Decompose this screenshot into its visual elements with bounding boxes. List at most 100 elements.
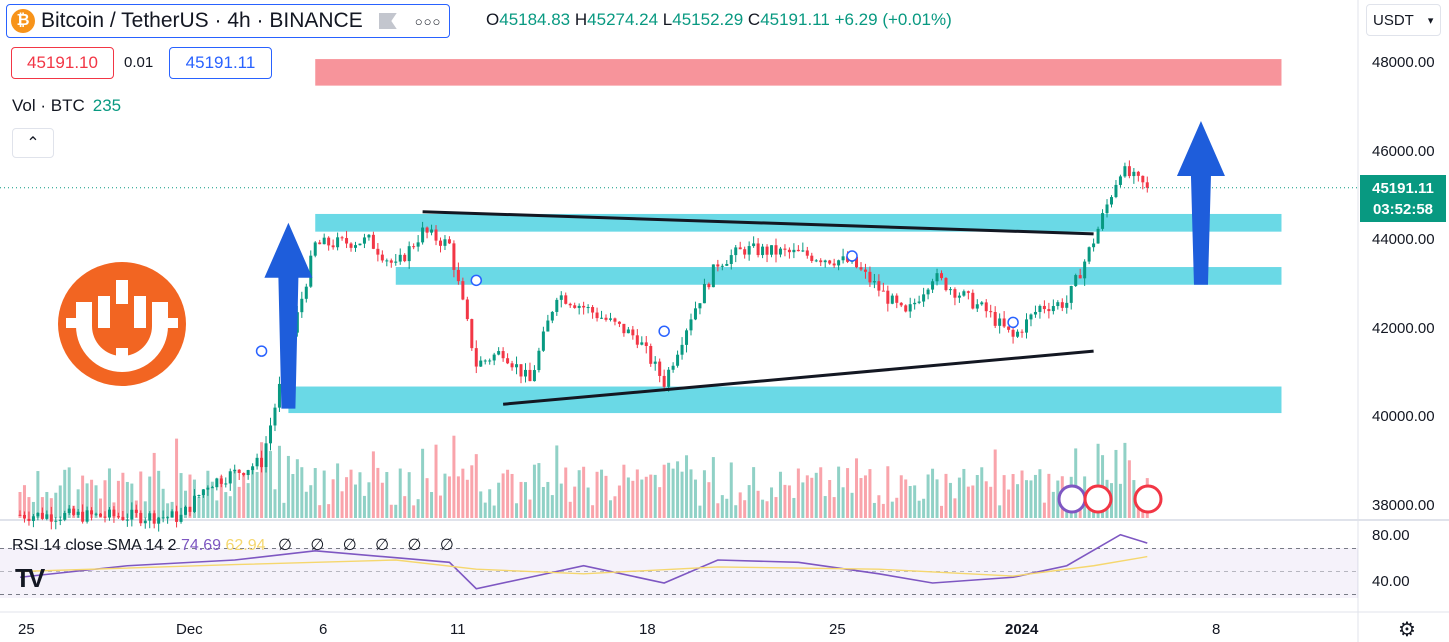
candle [899, 302, 903, 306]
volume-bar [394, 504, 398, 518]
volume-bar [1127, 460, 1131, 518]
last-price-label: 45191.11 03:52:58 [1360, 175, 1446, 222]
volume-value: 235 [92, 96, 122, 115]
candle [600, 317, 604, 319]
volume-bar [201, 488, 205, 518]
symbol-search-button[interactable]: ₿ Bitcoin / TetherUS · 4h · BINANCE ○○○ [6, 4, 451, 38]
candle [1096, 228, 1100, 244]
volume-bar [980, 467, 984, 518]
candle [998, 318, 1002, 326]
flag-icon[interactable] [378, 13, 397, 29]
candle [107, 509, 111, 518]
gear-icon[interactable]: ⚙ [1398, 619, 1416, 641]
candle [931, 281, 935, 290]
volume-bar [371, 451, 375, 518]
volume-bar [1033, 474, 1037, 518]
volume-bar [640, 479, 644, 518]
volume-bar [841, 487, 845, 518]
candle [313, 242, 317, 256]
candle [269, 425, 273, 444]
candle [188, 506, 192, 512]
volume-bar [345, 477, 349, 518]
volume-bar [273, 489, 277, 518]
tradingview-logo[interactable]: TV [15, 563, 45, 593]
trendline [422, 210, 1094, 236]
candle [161, 517, 165, 519]
volume-bar [604, 475, 608, 518]
candle [197, 495, 201, 497]
candle [573, 305, 577, 308]
volume-bar [438, 495, 442, 518]
volume-bar [720, 495, 724, 518]
volume-bar [465, 479, 469, 518]
currency-selector[interactable]: USDT ▾ [1366, 4, 1441, 36]
event-marker [1133, 484, 1163, 514]
candle-countdown: 03:52:58 [1372, 200, 1434, 218]
more-options-icon[interactable]: ○○○ [414, 13, 442, 29]
volume-bar [434, 444, 438, 518]
candle [470, 319, 474, 349]
candle [170, 511, 174, 518]
volume-bar [743, 500, 747, 518]
volume-bar [447, 476, 451, 518]
volume-bar [219, 475, 223, 518]
volume-bar [188, 474, 192, 518]
candle [1114, 184, 1118, 198]
chevron-down-icon: ▾ [1427, 14, 1434, 27]
volume-bar [707, 482, 711, 518]
candle [886, 290, 890, 304]
candle [40, 512, 44, 519]
candle [1038, 305, 1042, 312]
candle [130, 509, 134, 520]
candle [273, 407, 277, 426]
volume-bar [868, 469, 872, 518]
up-arrow [1176, 121, 1225, 285]
drawing-handle [658, 325, 670, 337]
volume-bar [828, 480, 832, 518]
candle [94, 513, 98, 515]
volume-bar [184, 490, 188, 518]
volume-bar [863, 475, 867, 518]
drawing-handle [255, 345, 268, 357]
candle [814, 260, 818, 262]
candle [85, 510, 89, 522]
candle [640, 342, 644, 345]
volume-bar [121, 472, 125, 518]
candle [980, 302, 984, 305]
candle [251, 466, 255, 471]
candle [1051, 306, 1055, 312]
candle [743, 249, 747, 255]
volume-bar [904, 479, 908, 518]
candle [1141, 175, 1145, 183]
candle [134, 509, 138, 513]
candle [698, 303, 702, 309]
candle [913, 302, 917, 305]
volume-bar [103, 480, 107, 518]
collapse-legend-button[interactable]: ⌃ [12, 128, 54, 158]
volume-bar [626, 477, 630, 518]
volume-bar [935, 479, 939, 518]
candle [532, 370, 536, 382]
volume-bar [286, 455, 290, 518]
sell-price-button[interactable]: 45191.10 [11, 47, 114, 79]
candle [1029, 314, 1033, 320]
candle [125, 519, 129, 521]
candle [881, 290, 885, 292]
volume-bar [510, 473, 514, 518]
candle [702, 283, 706, 304]
volume-bar [224, 492, 228, 518]
volume-bar [474, 454, 478, 518]
candle [555, 299, 559, 312]
volume-bar [36, 471, 40, 518]
candle [966, 291, 970, 293]
buy-price-button[interactable]: 45191.11 [169, 47, 272, 79]
volume-bar [998, 505, 1002, 518]
candle [823, 260, 827, 263]
volume-bar [586, 487, 590, 518]
zone-support-mid [395, 267, 1282, 285]
candle [166, 517, 170, 519]
candle [752, 243, 756, 247]
low-value: 45152.29 [672, 10, 744, 29]
candle [1042, 305, 1046, 310]
